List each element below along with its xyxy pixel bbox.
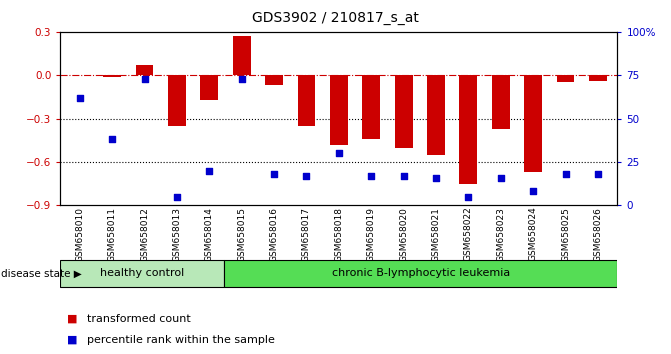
Text: GDS3902 / 210817_s_at: GDS3902 / 210817_s_at xyxy=(252,11,419,25)
Bar xyxy=(460,75,477,184)
Bar xyxy=(492,75,510,129)
Point xyxy=(592,171,603,177)
Point xyxy=(399,173,409,179)
Bar xyxy=(524,75,542,172)
Point xyxy=(139,76,150,81)
Point xyxy=(107,137,117,142)
Text: ■: ■ xyxy=(67,314,78,324)
Bar xyxy=(395,75,413,148)
Point xyxy=(463,194,474,200)
Bar xyxy=(362,75,380,139)
Bar xyxy=(557,75,574,82)
Bar xyxy=(427,75,445,155)
Bar xyxy=(330,75,348,144)
Point xyxy=(366,173,376,179)
Point xyxy=(301,173,312,179)
Point xyxy=(236,76,247,81)
FancyBboxPatch shape xyxy=(60,260,224,287)
Text: ■: ■ xyxy=(67,335,78,345)
FancyBboxPatch shape xyxy=(224,260,617,287)
Text: percentile rank within the sample: percentile rank within the sample xyxy=(87,335,275,345)
Point xyxy=(431,175,442,181)
Point xyxy=(172,194,183,200)
Bar xyxy=(168,75,186,126)
Bar xyxy=(201,75,218,100)
Text: transformed count: transformed count xyxy=(87,314,191,324)
Point xyxy=(495,175,506,181)
Point xyxy=(560,171,571,177)
Point xyxy=(268,171,279,177)
Bar xyxy=(71,74,89,75)
Point xyxy=(74,95,85,101)
Text: disease state ▶: disease state ▶ xyxy=(1,268,82,279)
Bar xyxy=(103,75,121,77)
Bar xyxy=(136,65,154,75)
Bar xyxy=(265,75,283,85)
Bar xyxy=(589,75,607,81)
Text: chronic B-lymphocytic leukemia: chronic B-lymphocytic leukemia xyxy=(331,268,510,279)
Text: healthy control: healthy control xyxy=(100,268,185,279)
Point xyxy=(204,168,215,173)
Point xyxy=(528,189,539,194)
Bar xyxy=(297,75,315,126)
Point xyxy=(333,150,344,156)
Bar xyxy=(233,36,251,75)
